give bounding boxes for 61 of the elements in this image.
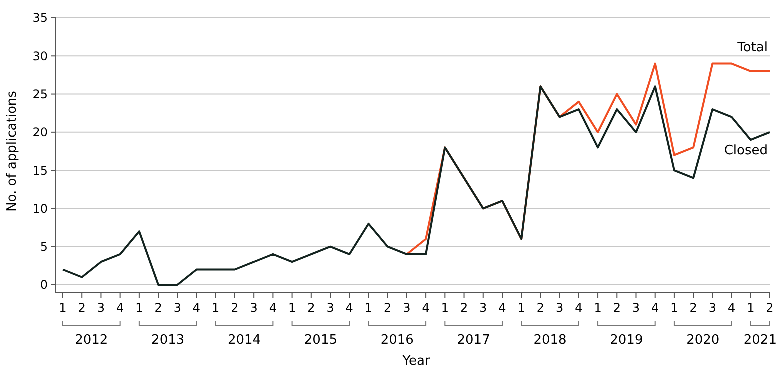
series-label: Closed [724,143,768,158]
x-tick-label: 2 [308,301,316,315]
x-tick-label: 3 [326,301,334,315]
text: 2013 [152,333,185,348]
series-label: Total [736,40,768,56]
y-tick-label: 5 [40,240,48,254]
x-tick-label: 1 [136,301,144,315]
text: 2019 [610,333,644,348]
x-tick-label: 4 [116,301,124,315]
x-tick-label: 3 [250,301,258,315]
x-tick-label: 4 [422,301,430,315]
x-tick-label: 2 [384,301,392,315]
line-series [62,86,771,286]
y-tick-label: 10 [32,202,48,216]
x-tick-label: 4 [346,301,354,315]
y-tick-label: 35 [32,11,48,26]
x-tick-label: 4 [192,301,201,315]
x-axis-title: Year [402,354,431,369]
y-tick-label: 25 [32,87,48,102]
x-tick-label: 3 [708,301,716,315]
text: 2021 [744,333,777,348]
text: 2015 [304,333,338,348]
x-tick-label: 3 [174,301,182,315]
x-tick-label: 3 [556,301,564,315]
x-tick-label: 1 [747,301,755,315]
x-tick-label: 4 [652,301,660,315]
x-tick-label: 4 [498,301,506,315]
x-tick-label: 1 [288,301,296,315]
x-tick-label: 3 [632,301,640,315]
x-tick-label: 4 [728,301,736,315]
text: 2012 [75,333,108,348]
text: 2018 [534,333,567,348]
x-tick-label: 4 [269,301,278,315]
x-tick-label: 2 [460,301,468,315]
y-tick-label: 20 [32,126,48,140]
x-tick-label: 1 [441,301,449,315]
y-tick-label: 15 [32,164,48,178]
text: 2014 [228,333,262,348]
text: 2017 [457,333,490,348]
x-tick-label: 1 [364,301,373,315]
x-tick-label: 1 [59,301,67,315]
x-tick-label: 3 [97,301,106,315]
x-tick-label: 1 [670,301,678,315]
x-tick-label: 3 [480,301,488,315]
x-tick-label: 3 [403,301,411,315]
x-tick-label: 2 [231,301,239,315]
x-tick-label: 2 [154,301,162,315]
text: 2020 [686,333,720,348]
x-tick-label: 2 [78,301,86,315]
x-tick-label: 2 [690,301,698,315]
y-tick-label: 0 [40,278,48,292]
x-tick-label: 2 [613,301,621,315]
x-tick-label: 1 [518,301,526,315]
text: 2016 [380,333,414,348]
x-tick-label: 4 [575,301,583,315]
y-tick-label: 30 [32,49,48,64]
x-tick-label: 1 [212,301,220,315]
x-tick-label: 2 [536,301,545,315]
x-tick-label: 1 [594,301,602,315]
x-tick-label: 2 [766,301,774,315]
y-axis-title: No. of applications [5,90,20,212]
